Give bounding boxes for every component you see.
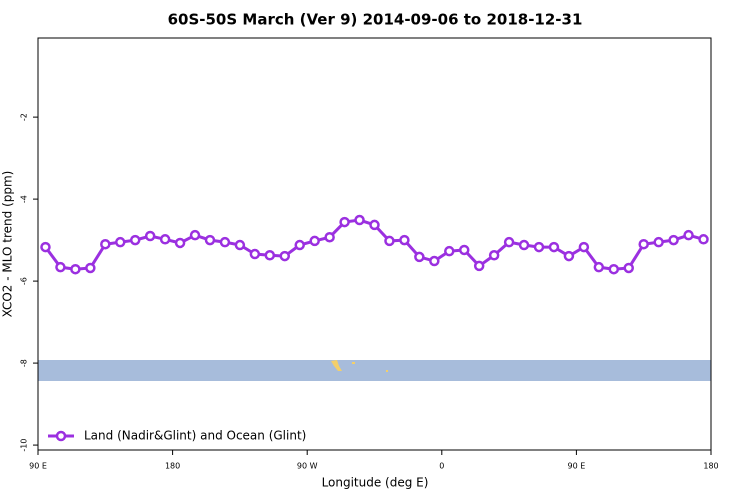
point — [115, 236, 126, 248]
point — [548, 241, 560, 253]
point — [668, 234, 679, 246]
point — [55, 261, 66, 273]
point — [429, 255, 440, 267]
chart-title: 60S-50S March (Ver 9) 2014-09-06 to 2018… — [168, 11, 583, 29]
point — [623, 262, 634, 274]
point — [249, 248, 261, 260]
point — [533, 241, 545, 253]
y-axis-label: XCO2 - MLO trend (ppm) — [1, 171, 15, 318]
point — [309, 235, 320, 247]
land — [352, 362, 355, 364]
point — [488, 250, 500, 261]
point — [384, 235, 395, 247]
point — [339, 216, 350, 228]
point — [369, 219, 380, 231]
point — [399, 234, 410, 246]
point — [518, 239, 530, 251]
point — [279, 250, 291, 262]
point — [40, 241, 51, 253]
point — [593, 261, 605, 273]
point — [473, 260, 485, 272]
point — [189, 229, 201, 241]
point — [638, 238, 649, 250]
x-tick-label: 90 E — [568, 462, 586, 471]
x-tick-label: 180 — [703, 462, 718, 471]
legend-label: Land (Nadir&Glint) and Ocean (Glint) — [84, 429, 306, 443]
x-tick-label: 90 W — [297, 462, 318, 471]
point — [503, 236, 515, 248]
point — [458, 244, 470, 256]
point — [85, 262, 96, 274]
point — [324, 231, 335, 243]
point — [414, 251, 425, 263]
point — [100, 238, 111, 250]
point — [144, 230, 156, 242]
point — [174, 237, 186, 249]
point — [204, 234, 216, 246]
point — [683, 229, 694, 241]
y-tick-label: -6 — [20, 277, 29, 285]
point — [129, 234, 141, 246]
y-tick-label: -8 — [20, 359, 29, 367]
point — [294, 239, 305, 251]
x-tick-label: 0 — [439, 462, 444, 471]
point — [578, 241, 590, 253]
y-tick-label: -2 — [20, 113, 29, 121]
x-axis-label: Longitude (deg E) — [322, 476, 429, 490]
point — [563, 250, 575, 262]
plot-frame — [37, 37, 712, 451]
x-tick-label: 180 — [165, 462, 180, 471]
point — [264, 250, 276, 261]
point — [234, 239, 246, 251]
point — [698, 234, 709, 245]
point — [444, 245, 455, 257]
land — [331, 360, 342, 371]
map-strip — [38, 360, 711, 381]
point — [70, 263, 81, 275]
y-tick-label: -10 — [20, 439, 29, 452]
point — [159, 234, 171, 245]
point — [653, 236, 664, 248]
point — [354, 214, 365, 226]
x-tick-label: 90 E — [29, 462, 47, 471]
point — [608, 263, 620, 275]
legend-marker — [55, 430, 67, 442]
point — [219, 236, 231, 248]
y-tick-label: -4 — [20, 195, 29, 203]
land — [386, 370, 388, 372]
